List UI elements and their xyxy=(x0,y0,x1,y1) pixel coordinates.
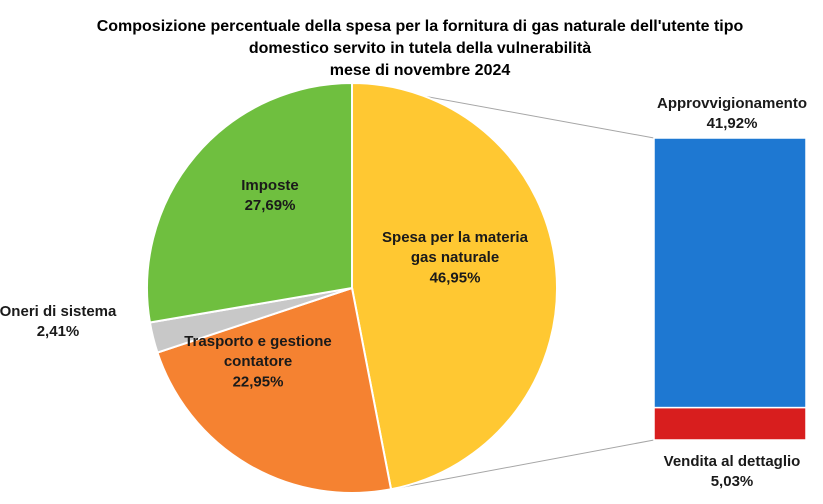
pie-slice-spesa-per-la-materia xyxy=(351,81,559,491)
chart-title-line-2: domestico servito in tutela della vulner… xyxy=(248,40,592,57)
pie xyxy=(146,81,559,494)
pie-slice-imposte xyxy=(146,81,353,324)
slice-label-trasporto-e-gestione: Trasporto e gestione contatore 22,95% xyxy=(184,333,332,391)
chart-labels: Spesa per la materia gas naturale 46,95% Tr… xyxy=(0,95,807,490)
chart-title: Composizione percentuale della spesa per… xyxy=(90,16,750,82)
bar-label-approvvigionamento: Approvvigionamento 41,92% xyxy=(657,95,807,132)
bar-segment-vendita-al-dettaglio xyxy=(653,406,807,441)
breakdown-bar xyxy=(653,137,807,441)
chart-title-line-3: mese di novembre 2024 xyxy=(329,62,511,79)
slice-label-oneri-di-sistema: Oneri di sistema 2,41% xyxy=(0,303,117,340)
bar-segment-approvvigionamento xyxy=(653,137,807,409)
bar-label-vendita-al-dettaglio: Vendita al dettaglio 5,03% xyxy=(664,453,801,490)
slice-label-imposte: Imposte 27,69% xyxy=(241,177,299,214)
slice-label-spesa-per-la-materia: Spesa per la materia gas naturale 46,95% xyxy=(382,229,529,287)
chart-title-line-1: Composizione percentuale della spesa per… xyxy=(96,18,744,35)
pie-slice-trasporto-e-gestione xyxy=(156,286,393,494)
connector-line-bottom xyxy=(390,439,655,490)
